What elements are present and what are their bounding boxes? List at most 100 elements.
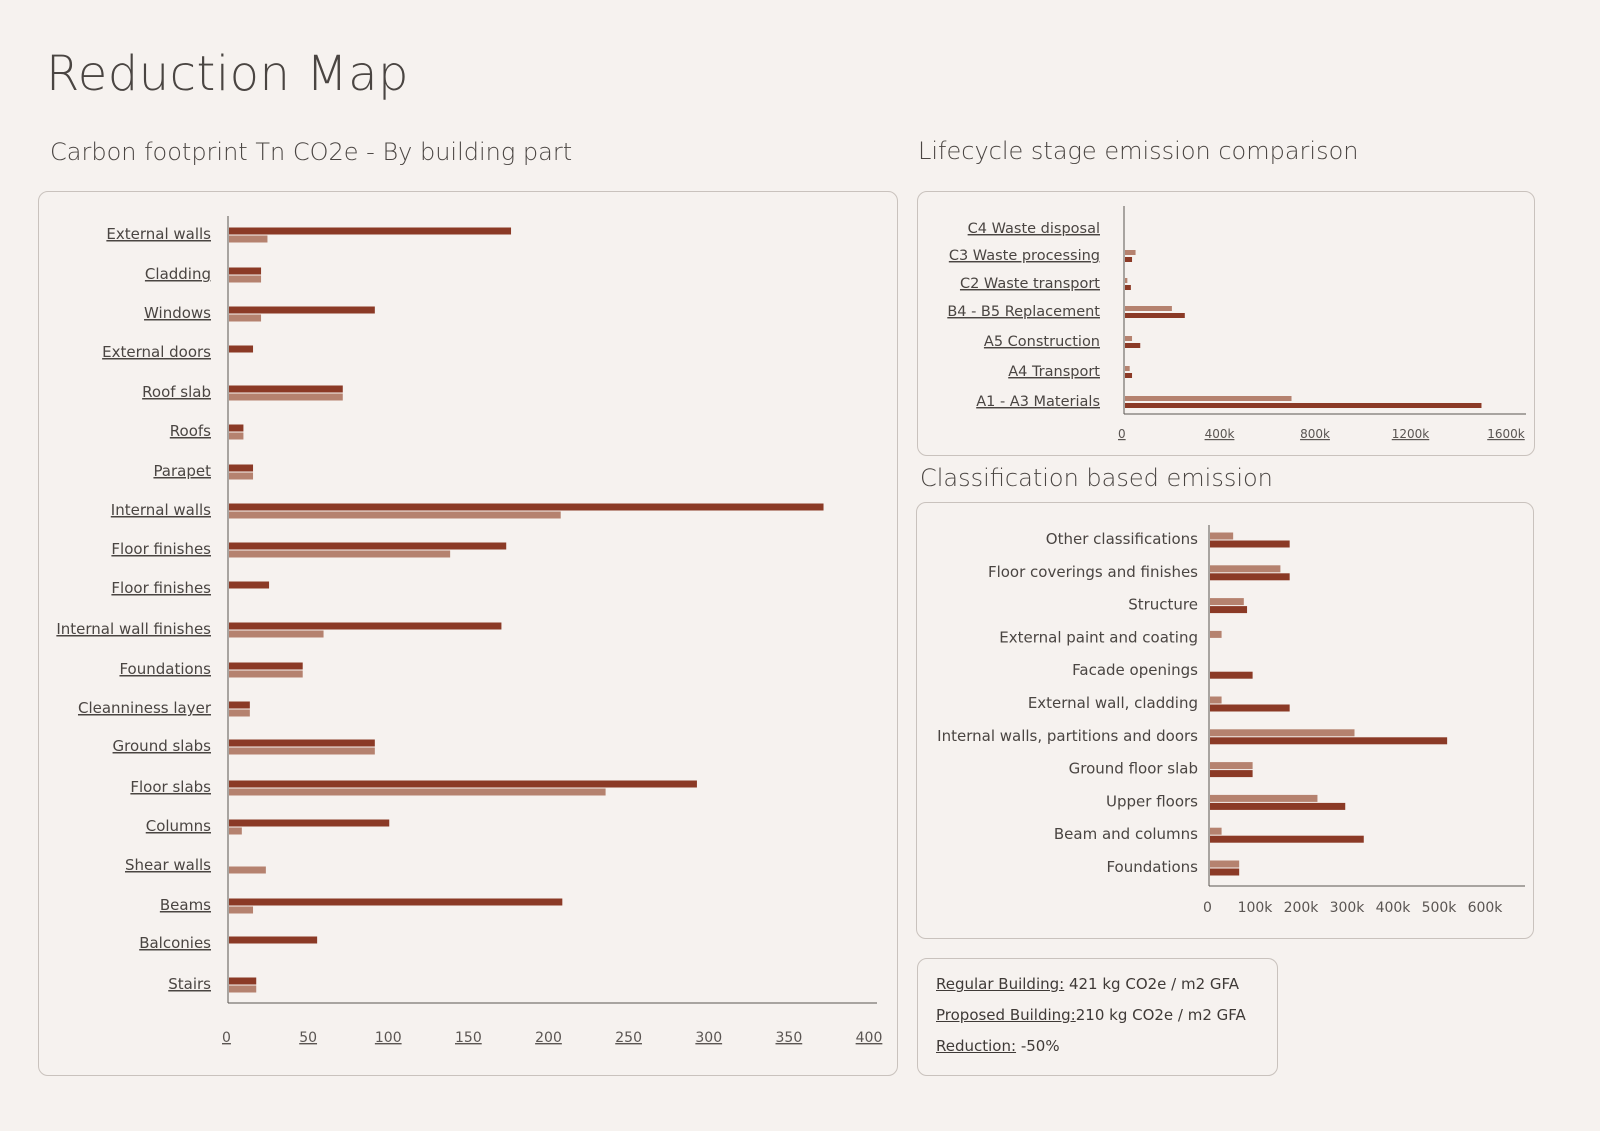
classification-category-label: Internal walls, partitions and doors — [937, 727, 1198, 745]
building-part-category-label: Stairs — [168, 975, 211, 993]
lifecycle-category-label: A4 Transport — [1008, 364, 1100, 380]
building-part-x-tick-label: 50 — [299, 1030, 317, 1046]
building-part-category-label: Internal walls — [111, 501, 211, 519]
classification-x-tick-label: 400k — [1376, 900, 1412, 916]
lifecycle-x-tick-label: 800k — [1300, 427, 1330, 441]
lifecycle-bar-regular-a4-transport — [1125, 373, 1133, 378]
lifecycle-category-label: B4 - B5 Replacement — [947, 304, 1100, 320]
building-part-bar-proposed-columns — [229, 827, 242, 835]
lifecycle-category-label: C3 Waste processing — [949, 248, 1100, 264]
building-part-bar-regular-internal-walls — [229, 503, 824, 511]
lifecycle-bar-regular-a1-a3-materials — [1125, 403, 1482, 408]
building-part-category-label: Internal wall finishes — [56, 620, 211, 638]
lifecycle-bar-regular-c2-waste-transport — [1125, 285, 1131, 290]
classification-bar-regular-floor-coverings-and-finishes — [1210, 573, 1290, 581]
building-part-category-label: Balconies — [139, 934, 211, 952]
building-part-bar-regular-floor-finishes — [229, 581, 270, 589]
lifecycle-x-tick-label: 1600k — [1487, 427, 1525, 441]
building-part-bar-regular-roof-slab — [229, 385, 343, 393]
building-part-bar-proposed-roofs — [229, 432, 244, 440]
classification-bar-proposed-upper-floors — [1210, 794, 1318, 802]
building-part-x-tick-label: 300 — [695, 1030, 722, 1046]
building-part-category-label: Windows — [144, 304, 211, 322]
classification-bar-proposed-floor-coverings-and-finishes — [1210, 565, 1281, 573]
summary-panel: Regular Building: 421 kg CO2e / m2 GFA P… — [917, 958, 1278, 1076]
classification-chart-panel: 0 100k 200k 300k 400k 500k 600k Other classific… — [916, 502, 1534, 939]
classification-category-label: External paint and coating — [999, 628, 1198, 646]
building-part-bar-proposed-floor-slabs — [229, 788, 606, 796]
classification-bar-regular-foundations — [1210, 868, 1240, 876]
classification-category-label: Beam and columns — [1054, 825, 1198, 843]
classification-bar-proposed-internal-walls-partitions-and-doors — [1210, 729, 1355, 737]
building-part-bar-proposed-external-walls — [229, 235, 268, 243]
building-part-bar-regular-roofs — [229, 424, 244, 432]
lifecycle-x-tick-label: 1200k — [1392, 427, 1430, 441]
building-part-category-label: Columns — [146, 817, 211, 835]
lifecycle-x-tick-label: 0 — [1118, 427, 1126, 441]
building-part-bar-proposed-parapet — [229, 472, 254, 480]
building-part-category-label: Beams — [160, 896, 211, 914]
lifecycle-bar-proposed-a5-construction — [1125, 336, 1133, 341]
classification-bar-regular-other-classifications — [1210, 540, 1290, 548]
classification-bar-proposed-ground-floor-slab — [1210, 762, 1253, 770]
building-part-category-label: External walls — [106, 225, 211, 243]
building-part-bar-regular-ground-slabs — [229, 739, 375, 747]
classification-chart: 0 100k 200k 300k 400k 500k 600k Other classific… — [937, 525, 1525, 916]
building-part-x-tick-label: 150 — [455, 1030, 482, 1046]
lifecycle-bar-regular-a5-construction — [1125, 343, 1141, 348]
classification-bar-regular-structure — [1210, 606, 1248, 614]
building-part-category-label: Cladding — [145, 265, 211, 283]
building-part-category-label: Floor slabs — [130, 778, 211, 796]
building-part-bar-regular-floor-slabs — [229, 780, 697, 788]
building-part-bar-regular-balconies — [229, 936, 318, 944]
building-part-bar-regular-cleanniness-layer — [229, 701, 250, 709]
lifecycle-category-label: C4 Waste disposal — [968, 221, 1100, 237]
lifecycle-section-title: Lifecycle stage emission comparison — [918, 137, 1359, 165]
reduction-line: Reduction: -50% — [936, 1037, 1259, 1055]
building-part-category-label: Cleanniness layer — [78, 699, 212, 717]
regular-building-label: Regular Building: — [936, 975, 1065, 993]
lifecycle-x-tick-label: 400k — [1205, 427, 1235, 441]
lifecycle-bar-proposed-a4-transport — [1125, 366, 1130, 371]
lifecycle-chart-panel: 0 400k 800k 1200k 1600k C4 Waste disposal C3 W… — [917, 191, 1535, 456]
classification-bar-proposed-structure — [1210, 598, 1244, 606]
building-part-bar-proposed-internal-walls — [229, 511, 561, 519]
building-part-x-tick-label: 200 — [535, 1030, 562, 1046]
building-part-category-label: Ground slabs — [113, 737, 212, 755]
building-part-bar-regular-foundations — [229, 662, 303, 670]
classification-x-tick-label: 300k — [1330, 900, 1366, 916]
reduction-value: -50% — [1016, 1037, 1060, 1055]
lifecycle-category-label: A5 Construction — [984, 334, 1100, 350]
building-part-bar-proposed-stairs — [229, 985, 257, 993]
classification-bar-regular-external-wall-cladding — [1210, 704, 1290, 712]
building-part-bar-regular-windows — [229, 306, 375, 314]
classification-x-tick-label: 100k — [1238, 900, 1274, 916]
building-part-chart-panel: 0 50 100 150 200 250 300 350 400 External walls Cl… — [38, 191, 898, 1076]
building-part-bar-regular-external-doors — [229, 345, 254, 353]
reduction-label: Reduction: — [936, 1037, 1017, 1055]
classification-x-tick-label: 0 — [1203, 900, 1212, 916]
regular-building-line: Regular Building: 421 kg CO2e / m2 GFA — [936, 975, 1259, 993]
classification-bar-regular-facade-openings — [1210, 671, 1253, 679]
lifecycle-category-label: A1 - A3 Materials — [976, 394, 1100, 410]
classification-bar-proposed-foundations — [1210, 860, 1240, 868]
building-part-category-label: Roofs — [170, 422, 211, 440]
classification-section-title: Classification based emission — [920, 464, 1273, 492]
building-part-bar-proposed-internal-wall-finishes — [229, 630, 324, 638]
lifecycle-bar-proposed-a1-a3-materials — [1125, 396, 1292, 401]
building-part-bar-regular-cladding — [229, 267, 262, 275]
page-title: Reduction Map — [46, 46, 410, 102]
lifecycle-category-label: C2 Waste transport — [960, 276, 1100, 292]
building-part-bar-regular-internal-wall-finishes — [229, 622, 502, 630]
building-part-x-tick-label: 350 — [776, 1030, 803, 1046]
classification-bar-regular-beam-and-columns — [1210, 835, 1364, 843]
building-part-bar-regular-stairs — [229, 977, 257, 985]
classification-bar-regular-upper-floors — [1210, 802, 1346, 810]
classification-x-tick-label: 500k — [1422, 900, 1458, 916]
building-part-bar-proposed-floor-finishes — [229, 550, 451, 558]
classification-category-label: Other classifications — [1046, 530, 1198, 548]
building-part-bar-regular-external-walls — [229, 227, 512, 235]
lifecycle-bar-proposed-c3-waste-processing — [1125, 250, 1136, 255]
building-part-category-label: Floor finishes — [111, 579, 211, 597]
classification-x-tick-label: 200k — [1284, 900, 1320, 916]
